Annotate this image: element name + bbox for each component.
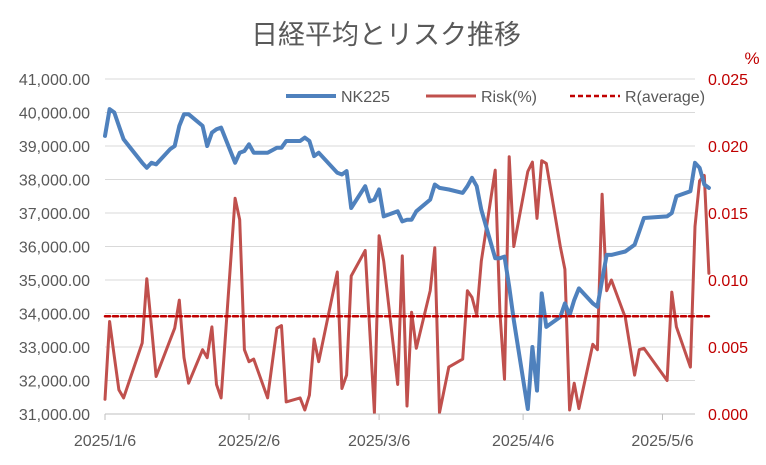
- y-right-tick-label: 0.020: [708, 139, 748, 156]
- gridlines: [105, 78, 695, 415]
- legend-label: R(average): [625, 89, 705, 106]
- chart-title: 日経平均とリスク推移: [251, 20, 521, 50]
- y-left-tick-label: 41,000.00: [19, 72, 90, 89]
- series-line-nk225: [103, 107, 711, 411]
- y-left-tick-label: 34,000.00: [19, 307, 90, 324]
- axes-layer: 31,000.00 32,000.00 33,000.00 34,000.00 35,0…: [19, 72, 748, 450]
- y-left-tick-label: 40,000.00: [19, 106, 90, 123]
- x-tick-label: 2025/2/6: [218, 433, 280, 450]
- y-left-tick-label: 31,000.00: [19, 407, 90, 424]
- y-left-tick-label: 33,000.00: [19, 340, 90, 357]
- right-axis-unit: %: [744, 49, 759, 68]
- y-right-tick-label: 0.000: [708, 407, 748, 424]
- x-tick-label: 2025/1/6: [74, 433, 136, 450]
- y-left-tick-label: 38,000.00: [19, 173, 90, 190]
- x-tick-label: 2025/3/6: [348, 433, 410, 450]
- y-left-tick-label: 37,000.00: [19, 206, 90, 223]
- y-left-tick-label: 36,000.00: [19, 240, 90, 257]
- y-left-tick-label: 39,000.00: [19, 139, 90, 156]
- y-right-tick-label: 0.010: [708, 273, 748, 290]
- y-right-tick-label: 0.005: [708, 340, 748, 357]
- legend: NK225 Risk(%) R(average): [286, 89, 705, 106]
- y-right-tick-label: 0.015: [708, 206, 748, 223]
- y-left-tick-label: 35,000.00: [19, 273, 90, 290]
- series-line-risk: [103, 155, 711, 415]
- legend-label: NK225: [341, 89, 390, 106]
- x-tick-label: 2025/5/6: [631, 433, 693, 450]
- y-right-tick-label: 0.025: [708, 72, 748, 89]
- series-layer: [103, 107, 711, 415]
- legend-label: Risk(%): [481, 89, 537, 106]
- y-left-tick-label: 32,000.00: [19, 374, 90, 391]
- x-tick-label: 2025/4/6: [492, 433, 554, 450]
